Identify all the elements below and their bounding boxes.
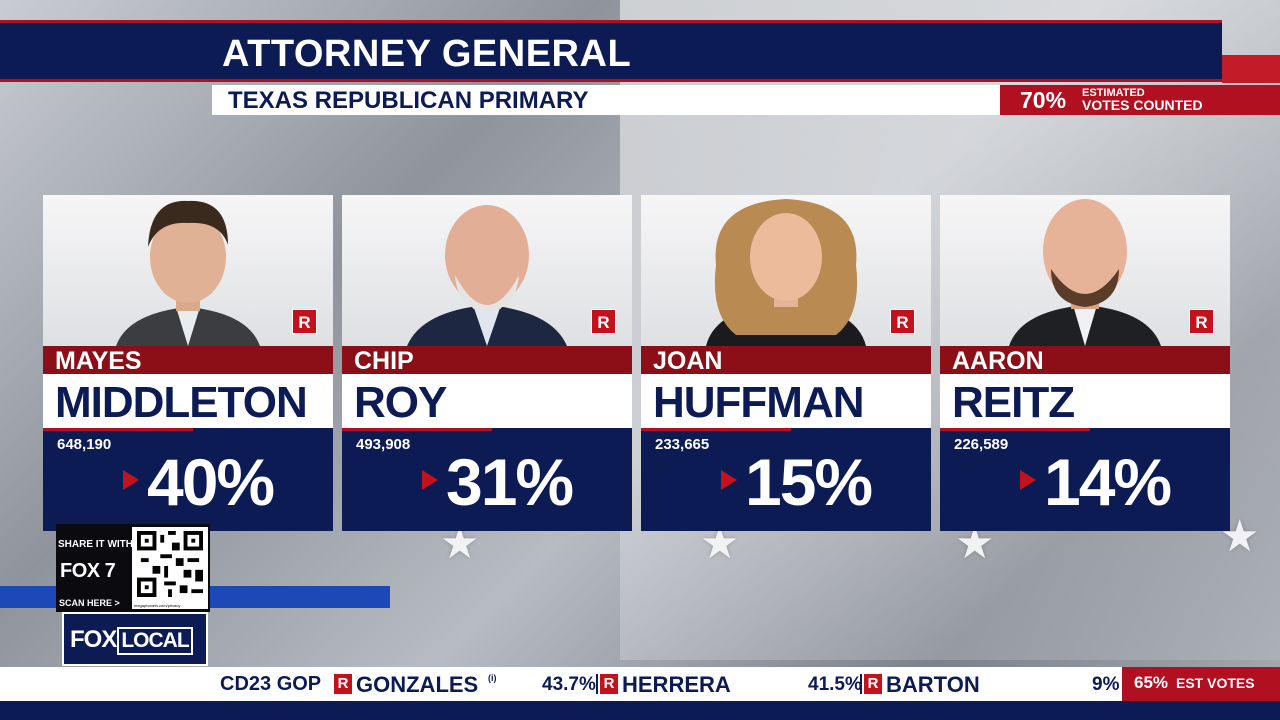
party-badge-republican: R	[890, 309, 915, 334]
arrow-right-icon	[721, 470, 737, 490]
result-accent-line	[940, 428, 1090, 431]
candidate-last-name: ROY	[354, 378, 447, 427]
ticker-bottom-bar	[0, 701, 1280, 720]
ticker-est-percent: 65%	[1134, 673, 1169, 692]
last-name-bar: MIDDLETON	[43, 374, 333, 428]
ticker-race-label: CD23 GOP	[220, 673, 322, 695]
result-accent-line	[342, 428, 492, 431]
candidate-first-name: MAYES	[55, 347, 142, 375]
candidate-first-name: CHIP	[354, 347, 414, 375]
candidate-photo: R	[940, 195, 1230, 346]
ticker-est-label: EST VOTES	[1176, 675, 1255, 691]
ticker-separator	[596, 674, 598, 694]
subtitle-bar: TEXAS REPUBLICAN PRIMARY	[212, 85, 1000, 115]
result-accent-line	[43, 428, 193, 431]
first-name-bar: AARON	[940, 346, 1230, 375]
party-badge-republican: R	[591, 309, 616, 334]
vote-percent: 14%	[1044, 445, 1172, 519]
qr-code[interactable]: megaphonetv.com/privacy	[132, 527, 208, 609]
title-bar: ATTORNEY GENERAL	[0, 20, 1222, 82]
ticker-separator	[860, 674, 862, 694]
results-ticker: CD23 GOP R GONZALES (i) 43.7% R HERRERA …	[0, 667, 1280, 701]
fox7-logo: FOX 7	[60, 560, 116, 582]
fox-local-logo: FOX LOCAL	[62, 612, 208, 666]
ticker-candidate-name: BARTON	[886, 672, 980, 697]
vote-percent: 40%	[147, 445, 275, 519]
result-box: 648,190 40%	[43, 428, 333, 531]
arrow-right-icon	[422, 470, 438, 490]
party-badge-republican: R	[1189, 309, 1214, 334]
votes-counted-box: 70% ESTIMATED VOTES COUNTED	[1000, 85, 1280, 115]
candidate-photo: R	[342, 195, 632, 346]
background-red-stripe	[1222, 55, 1280, 83]
candidate-last-name: REITZ	[952, 378, 1075, 427]
result-box: 233,665 15%	[641, 428, 931, 531]
arrow-right-icon	[1020, 470, 1036, 490]
candidate-first-name: AARON	[952, 347, 1044, 375]
scan-here-label: SCAN HERE >	[59, 598, 120, 608]
share-it-with-label: SHARE IT WITH	[58, 539, 133, 550]
ticker-candidate-percent: 9%	[1092, 674, 1120, 695]
candidate-photo: R	[43, 195, 333, 346]
share-qr-panel: SHARE IT WITH FOX 7 SCAN HERE > megaphon…	[56, 524, 210, 612]
arrow-right-icon	[123, 470, 139, 490]
qr-url: megaphonetv.com/privacy	[134, 603, 181, 608]
ticker-estimated-votes: 65% EST VOTES	[1122, 667, 1280, 701]
last-name-bar: REITZ	[940, 374, 1230, 428]
candidate-card: R CHIP ROY 493,908 31%	[342, 195, 632, 531]
first-name-bar: JOAN	[641, 346, 931, 375]
candidate-headshot	[407, 205, 567, 346]
fox-logo-text: FOX	[70, 626, 117, 653]
candidate-first-name: JOAN	[653, 347, 723, 375]
vote-count: 493,908	[356, 436, 411, 453]
ticker-candidate-percent: 43.7%	[542, 674, 596, 695]
party-badge-republican: R	[292, 309, 317, 334]
votes-counted-percent: 70%	[1020, 87, 1067, 113]
candidate-headshot	[706, 199, 866, 346]
candidate-photo: R	[641, 195, 931, 346]
ticker-incumbent-marker: (i)	[488, 673, 497, 683]
result-box: 493,908 31%	[342, 428, 632, 531]
candidate-card: R MAYES MIDDLETON 648,190 40%	[43, 195, 333, 531]
candidate-last-name: HUFFMAN	[653, 378, 865, 427]
ticker-candidate-name: GONZALES	[356, 672, 479, 697]
vote-count: 648,190	[57, 436, 112, 453]
ticker-party-badge: R	[600, 674, 618, 694]
vote-count: 226,589	[954, 436, 1009, 453]
vote-percent: 31%	[446, 445, 574, 519]
ticker-party-badge: R	[334, 674, 352, 694]
ticker-candidate-percent: 41.5%	[808, 674, 862, 695]
ticker-party-badge: R	[864, 674, 882, 694]
vote-count: 233,665	[655, 436, 710, 453]
candidate-card: R JOAN HUFFMAN 233,665 15%	[641, 195, 931, 531]
last-name-bar: ROY	[342, 374, 632, 428]
race-subtitle: TEXAS REPUBLICAN PRIMARY	[228, 87, 589, 114]
result-box: 226,589 14%	[940, 428, 1230, 531]
votes-counted-label: ESTIMATED VOTES COUNTED	[1082, 87, 1203, 113]
candidate-headshot	[116, 200, 260, 346]
vote-percent: 15%	[745, 445, 873, 519]
ticker-candidate-name: HERRERA	[622, 672, 731, 697]
first-name-bar: MAYES	[43, 346, 333, 375]
race-title: ATTORNEY GENERAL	[222, 33, 632, 75]
local-logo-text: LOCAL	[117, 627, 193, 655]
last-name-bar: HUFFMAN	[641, 374, 931, 428]
first-name-bar: CHIP	[342, 346, 632, 375]
candidate-card: R AARON REITZ 226,589 14%	[940, 195, 1230, 531]
candidate-headshot	[1009, 199, 1161, 346]
qr-code-icon	[137, 531, 203, 597]
result-accent-line	[641, 428, 791, 431]
candidate-last-name: MIDDLETON	[55, 378, 308, 427]
